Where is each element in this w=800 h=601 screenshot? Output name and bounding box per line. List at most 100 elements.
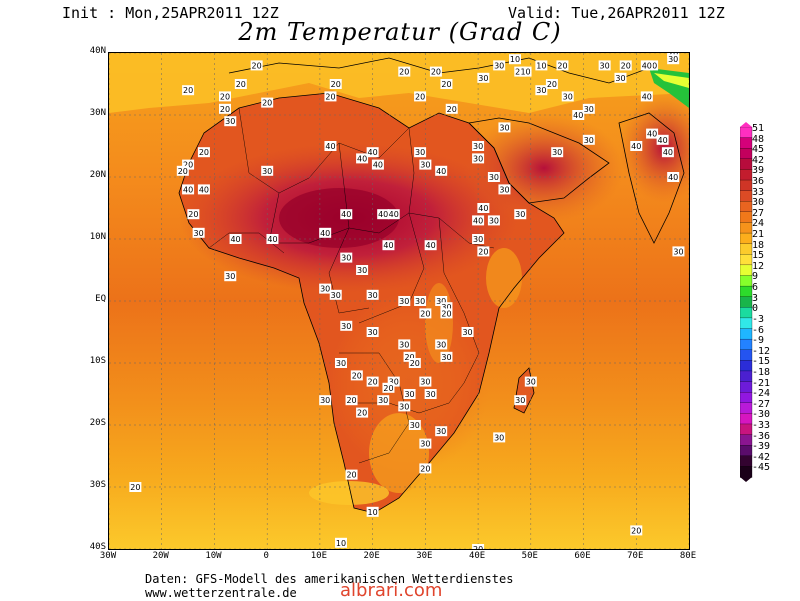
- contour-label: 40: [319, 227, 332, 238]
- contour-label: 20: [182, 159, 195, 170]
- valid-time-label: Valid: Tue,26APR2011 12Z: [508, 4, 725, 22]
- colorbar-label: 15: [752, 250, 765, 262]
- svg-text:40: 40: [378, 210, 388, 219]
- contour-label: 40: [371, 159, 384, 170]
- colorbar-cell: [740, 158, 753, 171]
- svg-text:20: 20: [557, 61, 567, 70]
- svg-text:20: 20: [178, 167, 188, 176]
- colorbar-label: 33: [752, 186, 765, 198]
- longitude-label: 80E: [679, 551, 697, 561]
- colorbar-cell: [740, 434, 753, 446]
- svg-text:20: 20: [404, 353, 414, 362]
- contour-label: 30: [366, 289, 379, 300]
- contour-label: 20: [187, 209, 200, 220]
- colorbar-label: -39: [752, 441, 771, 453]
- svg-text:20: 20: [420, 464, 430, 473]
- svg-text:40: 40: [267, 235, 277, 244]
- longitude-label: 0: [263, 551, 269, 561]
- colorbar-cell: [740, 445, 753, 457]
- colorbar-label: -12: [752, 345, 771, 357]
- svg-text:30: 30: [462, 328, 472, 337]
- colorbar-cell: [740, 455, 753, 468]
- svg-text:40: 40: [426, 241, 436, 250]
- contour-label: 30: [493, 60, 506, 71]
- svg-text:30: 30: [499, 123, 509, 132]
- contour-label: 20: [219, 103, 231, 114]
- colorbar-cell: [740, 296, 753, 308]
- longitude-label: 10W: [205, 551, 222, 561]
- svg-text:20: 20: [473, 545, 483, 549]
- latitude-label: 20S: [89, 418, 106, 428]
- contour-label: 20: [419, 308, 432, 319]
- contour-label: 20: [345, 469, 358, 480]
- longitude-label: 50E: [521, 551, 538, 561]
- colorbar-cell: [740, 148, 753, 160]
- europe-coastline: [228, 57, 650, 84]
- latitude-label: 20N: [89, 170, 106, 180]
- svg-text:40: 40: [341, 210, 351, 219]
- contour-label: 30: [435, 296, 448, 306]
- svg-text:30: 30: [478, 74, 488, 83]
- svg-text:30: 30: [552, 148, 562, 157]
- contour-label: 30: [387, 376, 400, 387]
- colorbar-label: 12: [752, 260, 765, 272]
- contour-label: 30: [366, 327, 379, 337]
- colorbar-label: 3: [752, 292, 759, 304]
- svg-text:30: 30: [415, 148, 425, 157]
- colorbar-label: 39: [752, 165, 765, 177]
- contour-label: 20: [261, 97, 274, 108]
- colorbar-label: 0: [752, 303, 759, 315]
- svg-text:40: 40: [631, 142, 641, 151]
- svg-text:40: 40: [642, 61, 652, 70]
- contour-label: 20: [250, 60, 263, 71]
- colorbar-cell: [740, 307, 753, 319]
- contour-label: 30: [261, 165, 274, 176]
- init-time-label: Init : Mon,25APR2011 12Z: [62, 4, 279, 22]
- temperature-map: 20 20 20 20 20 30 20 20 20 40 40 20 30 30 40 40 40 40 40 40…: [108, 52, 690, 550]
- contour-label: 10: [335, 537, 347, 548]
- contour-label: 40: [356, 153, 369, 164]
- contour-label: 30: [340, 320, 353, 331]
- colorbar-label: 9: [752, 271, 759, 283]
- colorbar-cell: [740, 232, 753, 245]
- contour-label: 30: [335, 358, 347, 368]
- country-borders: [238, 107, 410, 194]
- colorbar-label: 6: [752, 282, 759, 294]
- colorbar-label: 30: [752, 197, 765, 209]
- contour-label: 30: [377, 395, 390, 406]
- svg-text:40: 40: [647, 130, 657, 139]
- contour-label: 20: [356, 407, 369, 418]
- svg-text:20: 20: [410, 359, 420, 368]
- contour-label: 20: [129, 482, 142, 492]
- contour-label: 30: [614, 72, 627, 83]
- contour-label: 30: [667, 54, 680, 65]
- svg-text:30: 30: [441, 353, 451, 362]
- colorbar-bottom-arrow: [740, 477, 752, 482]
- contour-label: 40: [182, 184, 195, 195]
- svg-text:20: 20: [183, 161, 193, 170]
- svg-text:30: 30: [515, 210, 525, 219]
- colorbar-cell: [740, 179, 753, 192]
- watermark: albrari.com: [340, 580, 443, 601]
- colorbar-label: -6: [752, 324, 765, 336]
- colorbar-cell: [740, 222, 753, 234]
- contour-label: 30: [493, 432, 506, 443]
- colorbar-label: -3: [752, 313, 765, 325]
- contour-label: 30: [514, 209, 527, 220]
- contour-label: 20: [630, 525, 643, 536]
- svg-text:30: 30: [426, 390, 436, 399]
- svg-text:30: 30: [420, 440, 430, 449]
- colorbar-label: -18: [752, 366, 771, 378]
- colorbar-cell: [740, 360, 753, 372]
- svg-text:40: 40: [320, 229, 330, 238]
- svg-text:40: 40: [199, 185, 209, 194]
- colorbar-cell: [740, 137, 753, 149]
- svg-text:10: 10: [520, 68, 530, 77]
- svg-text:30: 30: [389, 378, 399, 387]
- contour-label: 30: [435, 339, 448, 350]
- contour-label: 40: [424, 240, 437, 251]
- colorbar-cell: [740, 211, 753, 224]
- contour-label: 20: [234, 79, 247, 89]
- svg-text:30: 30: [415, 297, 425, 306]
- contour-label: 30: [329, 289, 342, 300]
